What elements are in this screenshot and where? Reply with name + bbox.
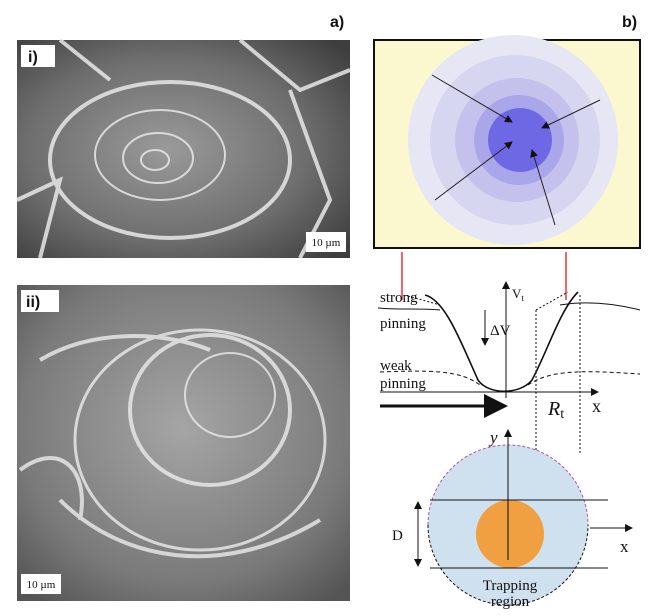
region-label: region <box>491 594 530 610</box>
curve-label: pinning <box>380 316 426 332</box>
axis-label: x <box>620 537 629 556</box>
image-label: ii) <box>26 294 40 311</box>
axis-label: Vt <box>512 286 524 303</box>
panel-label: a) <box>330 14 344 31</box>
axis-label: x <box>592 396 601 416</box>
image-label: i) <box>28 49 38 66</box>
delta-v: ΔV <box>490 323 511 339</box>
width-label: D <box>392 528 403 544</box>
connector <box>402 252 566 300</box>
radius-label: Rt <box>547 398 564 422</box>
sem-image: ii) 10 µm <box>17 285 350 601</box>
top-view <box>374 35 640 248</box>
radius-label-sub: t <box>560 407 564 422</box>
panel-label: b) <box>622 14 637 31</box>
curve-label: pinning <box>380 376 426 392</box>
potential-plot <box>378 282 640 455</box>
sem-image: i) 10 µm <box>17 40 350 258</box>
curve-label: weak <box>380 358 412 374</box>
axis-label: y <box>488 428 498 447</box>
region-label: Trapping <box>483 578 538 594</box>
figure: a) b) i) 10 µm ii) 10 µm <box>0 0 652 611</box>
curve-label: strong <box>380 290 418 306</box>
radius-label: R <box>547 398 560 420</box>
scale-bar: 10 µm <box>27 579 56 591</box>
axis-label-sub: t <box>521 293 524 303</box>
scale-bar: 10 µm <box>312 237 341 249</box>
